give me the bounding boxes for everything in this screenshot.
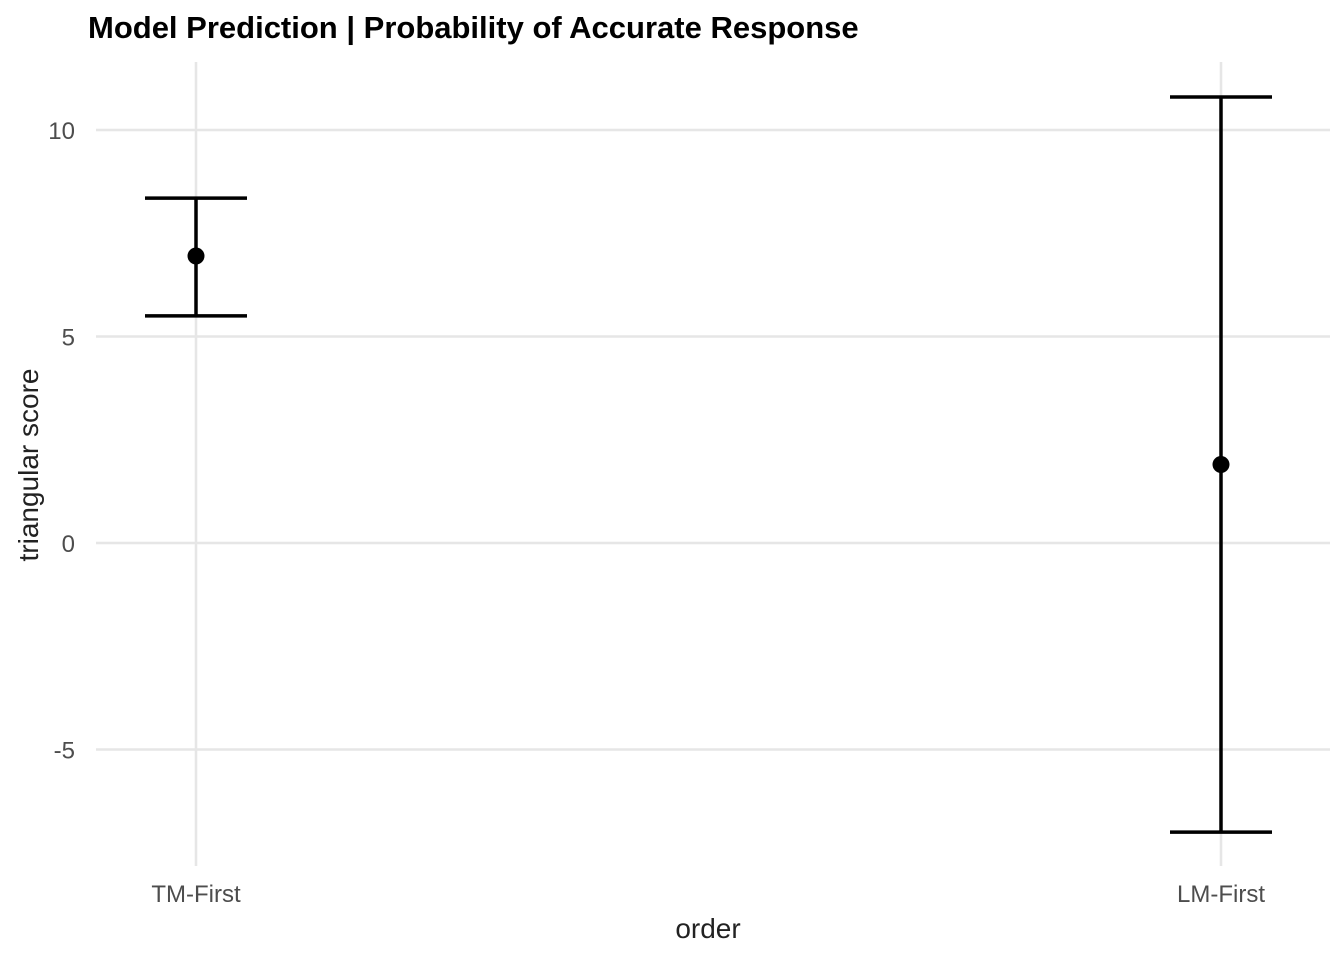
y-tick-label: 0	[62, 531, 75, 558]
x-tick-label: LM-First	[1177, 881, 1265, 908]
grid-layer	[96, 62, 1330, 866]
point-estimate	[1212, 456, 1230, 474]
x-tick-label: TM-First	[151, 881, 241, 908]
marks-layer	[145, 95, 1272, 834]
point-estimate	[187, 247, 205, 265]
y-tick-label: 5	[62, 325, 75, 352]
x-axis-title: order	[675, 913, 740, 944]
y-tick-label: -5	[54, 738, 75, 765]
ticks-layer: 10 5 0 -5 TM-First LM-First	[48, 118, 1265, 908]
chart-title: Model Prediction | Probability of Accura…	[88, 10, 859, 45]
y-tick-label: 10	[48, 118, 75, 145]
y-axis-title: triangular score	[13, 369, 44, 562]
